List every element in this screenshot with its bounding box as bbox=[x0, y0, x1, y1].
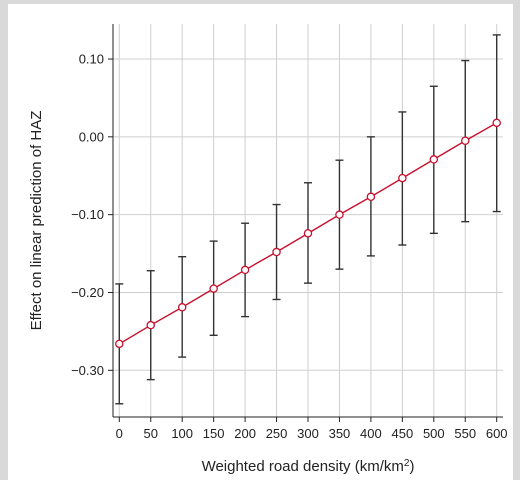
x-tick-label-12: 600 bbox=[486, 426, 508, 441]
x-axis-label-main: Weighted road density (km/km bbox=[202, 458, 404, 475]
y-axis-ticks: 0.10 0.00 −0.10 −0.20 −0.30 bbox=[71, 52, 113, 378]
figure: 0 50 100 150 200 250 300 350 400 450 500 550 600 0.1… bbox=[8, 4, 513, 480]
data-point-9 bbox=[398, 173, 407, 183]
x-tick-label-4: 200 bbox=[234, 426, 256, 441]
chart-canvas: 0 50 100 150 200 250 300 350 400 450 500 550 600 0.1… bbox=[28, 24, 508, 476]
data-point-2 bbox=[177, 303, 187, 312]
data-point-6 bbox=[303, 229, 313, 238]
x-tick-label-2: 100 bbox=[171, 426, 193, 441]
data-points bbox=[115, 118, 501, 349]
data-point-7 bbox=[335, 210, 344, 219]
data-point-0 bbox=[115, 339, 124, 349]
x-tick-label-7: 350 bbox=[329, 426, 351, 441]
data-point-3 bbox=[209, 284, 218, 293]
data-point-10 bbox=[429, 155, 439, 164]
x-tick-label-0: 0 bbox=[116, 426, 123, 441]
y-tick-label-2: −0.10 bbox=[71, 207, 104, 222]
x-axis-label-superscript: 2 bbox=[404, 458, 410, 469]
x-tick-label-6: 300 bbox=[297, 426, 319, 441]
x-tick-label-5: 250 bbox=[266, 426, 288, 441]
x-tick-label-11: 550 bbox=[454, 426, 476, 441]
data-point-12 bbox=[492, 118, 501, 128]
x-axis-ticks: 0 50 100 150 200 250 300 350 400 450 500 550 600 bbox=[116, 417, 508, 441]
data-point-8 bbox=[366, 192, 376, 202]
x-axis-label-suffix: ) bbox=[409, 458, 414, 475]
x-tick-label-10: 500 bbox=[423, 426, 445, 441]
x-tick-label-8: 400 bbox=[360, 426, 382, 441]
y-tick-label-0: 0.10 bbox=[79, 52, 104, 67]
x-tick-label-1: 50 bbox=[144, 426, 158, 441]
x-axis-label: Weighted road density (km/km2) bbox=[202, 458, 415, 476]
x-tick-label-3: 150 bbox=[203, 426, 225, 441]
data-point-1 bbox=[146, 320, 155, 330]
y-tick-label-3: −0.20 bbox=[71, 285, 104, 300]
data-point-5 bbox=[272, 247, 281, 257]
data-point-4 bbox=[240, 265, 250, 275]
y-axis-label: Effect on linear prediction of HAZ bbox=[28, 111, 45, 331]
x-tick-label-9: 450 bbox=[392, 426, 414, 441]
y-tick-label-1: 0.00 bbox=[79, 129, 104, 144]
data-point-11 bbox=[461, 136, 470, 145]
y-tick-label-4: −0.30 bbox=[71, 363, 104, 378]
